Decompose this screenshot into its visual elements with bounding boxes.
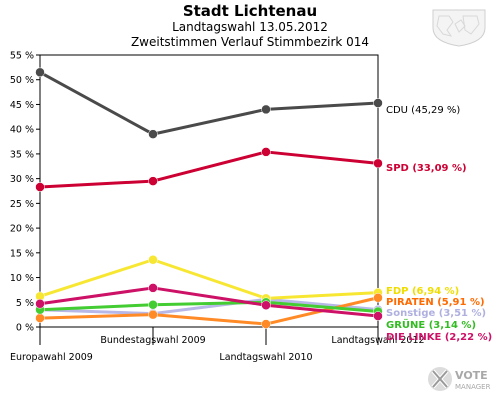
series-line-cdu (39, 70, 379, 136)
logo-x-icon (428, 367, 452, 391)
data-point-die-linke (261, 300, 271, 310)
series-line-gr-ne (39, 300, 379, 313)
series-line-sonstige (39, 297, 379, 316)
chart-subtitle-1: Landtagswahl 13.05.2012 (172, 20, 328, 34)
y-tick-label: 30 % (10, 174, 34, 185)
data-point-piraten (35, 313, 45, 323)
y-tick-label: 40 % (10, 125, 34, 136)
data-point-die-linke (35, 299, 45, 309)
y-tick-label: 25 % (10, 199, 34, 210)
y-tick-label: 15 % (10, 248, 34, 259)
series-line-die-linke (39, 286, 379, 318)
data-point-piraten (261, 319, 271, 329)
data-point-fdp (148, 254, 158, 265)
y-tick-label: 5 % (16, 298, 34, 309)
data-point-gr-ne (148, 299, 158, 310)
x-tick-label: Landtagswahl 2012 (331, 335, 424, 346)
data-point-spd (148, 176, 158, 186)
series-line-spd (39, 150, 379, 189)
logo-text-manager: MANAGER (455, 383, 491, 391)
coat-of-arms-icon (432, 9, 486, 47)
chart-title-block: Stadt Lichtenau Landtagswahl 13.05.2012 … (0, 0, 500, 50)
series-end-label: FDP (6,94 %) (386, 286, 459, 297)
logo-text-vote: VOTE (455, 369, 488, 382)
series-line-fdp (39, 258, 379, 300)
x-tick-label: Europawahl 2009 (10, 352, 93, 363)
data-point-cdu (35, 67, 45, 78)
data-point-spd (261, 147, 271, 157)
y-tick-label: 55 % (10, 51, 34, 62)
data-point-cdu (261, 104, 271, 115)
y-tick-label: 0 % (16, 323, 34, 334)
data-point-die-linke (373, 311, 383, 321)
x-tick-label: Landtagswahl 2010 (219, 352, 312, 363)
data-point-cdu (373, 98, 383, 108)
series-end-label: Sonstige (3,51 %) (386, 308, 486, 319)
y-tick-label: 35 % (10, 149, 34, 160)
data-point-piraten (148, 309, 158, 320)
data-point-piraten (373, 293, 383, 303)
data-point-cdu (148, 129, 158, 139)
y-tick-label: 50 % (10, 75, 34, 86)
series-end-label: DIE LINKE (2,22 %) (386, 332, 492, 343)
x-tick-label: Bundestagswahl 2009 (100, 335, 205, 346)
series-end-label: GRÜNE (3,14 %) (386, 317, 476, 331)
series-end-label: CDU (45,29 %) (386, 105, 460, 116)
y-tick-label: 45 % (10, 100, 34, 111)
chart-title: Stadt Lichtenau (182, 2, 318, 20)
series-end-label: SPD (33,09 %) (386, 163, 467, 174)
data-point-die-linke (148, 283, 158, 293)
y-tick-label: 20 % (10, 224, 34, 235)
series-end-label: PIRATEN (5,91 %) (386, 297, 485, 308)
plot-frame (39, 54, 379, 328)
vote-manager-logo: VOTE MANAGER (428, 367, 491, 391)
data-point-spd (35, 182, 45, 192)
chart-subtitle-2: Zweitstimmen Verlauf Stimmbezirk 014 (130, 35, 370, 49)
y-tick-label: 10 % (10, 273, 34, 284)
data-point-spd (373, 158, 383, 169)
